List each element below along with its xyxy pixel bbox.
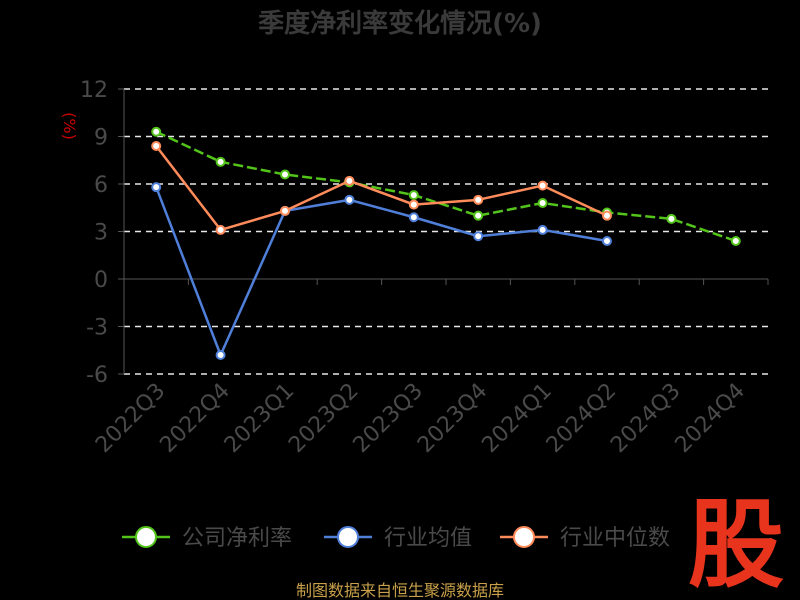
legend[interactable]: 公司净利率 行业均值 行业中位数 — [122, 526, 670, 551]
logo-glyph: 股 — [688, 489, 784, 600]
data-point — [473, 231, 484, 242]
x-tick-label: 2022Q4 — [155, 379, 234, 458]
legend-marker — [337, 526, 359, 548]
y-tick-label: -6 — [86, 363, 108, 388]
axes: 12 9 6 3 0 -3 -62022Q32022Q42023Q12023Q22023Q3… — [80, 78, 769, 458]
data-point — [280, 205, 290, 216]
series-line — [155, 186, 608, 357]
data-point — [408, 190, 419, 201]
x-tick-label: 2024Q2 — [542, 379, 621, 458]
legend-label: 公司净利率 — [182, 526, 292, 551]
y-tick-label: 0 — [94, 268, 108, 293]
data-point — [344, 194, 355, 205]
data-point — [151, 126, 162, 137]
legend-marker — [513, 526, 535, 548]
data-point — [730, 236, 741, 246]
y-tick-label: 12 — [80, 78, 108, 103]
data-point — [473, 210, 484, 221]
x-tick-label: 2023Q3 — [349, 379, 428, 458]
data-point — [151, 141, 162, 151]
data-point — [408, 212, 419, 223]
data-point — [408, 199, 419, 210]
data-point — [344, 175, 355, 186]
data-point — [280, 169, 290, 180]
data-point — [602, 210, 612, 221]
legend-marker — [135, 526, 157, 548]
grid — [124, 88, 768, 375]
data-point — [151, 182, 162, 193]
series-line — [155, 130, 737, 243]
data-point — [215, 156, 226, 167]
x-tick-label: 2022Q3 — [91, 379, 170, 458]
legend-label: 行业中位数 — [560, 526, 670, 551]
x-tick-label: 2024Q4 — [671, 379, 750, 458]
y-axis-label: (%) — [60, 112, 79, 140]
x-tick-label: 2023Q1 — [220, 379, 299, 458]
data-point — [666, 213, 677, 224]
x-tick-label: 2023Q2 — [284, 379, 363, 458]
series-line — [155, 145, 608, 232]
data-point — [473, 194, 484, 205]
legend-label: 行业均值 — [384, 526, 472, 551]
y-tick-label: 6 — [94, 173, 108, 198]
data-point — [537, 224, 548, 235]
data-point — [215, 224, 226, 235]
data-point — [602, 236, 612, 246]
chart-title: 季度净利率变化情况(%) — [258, 8, 542, 39]
data-point — [537, 180, 548, 191]
data-point — [537, 198, 548, 208]
x-tick-label: 2023Q4 — [413, 379, 492, 458]
y-tick-label: 3 — [94, 221, 108, 246]
source-note: 制图数据来自恒生聚源数据库 — [296, 581, 504, 600]
series-lines — [151, 126, 741, 360]
data-point — [215, 350, 226, 360]
y-tick-label: -3 — [86, 316, 108, 341]
x-tick-label: 2024Q1 — [477, 379, 556, 458]
x-tick-label: 2024Q3 — [606, 379, 685, 458]
y-tick-label: 9 — [94, 126, 108, 151]
